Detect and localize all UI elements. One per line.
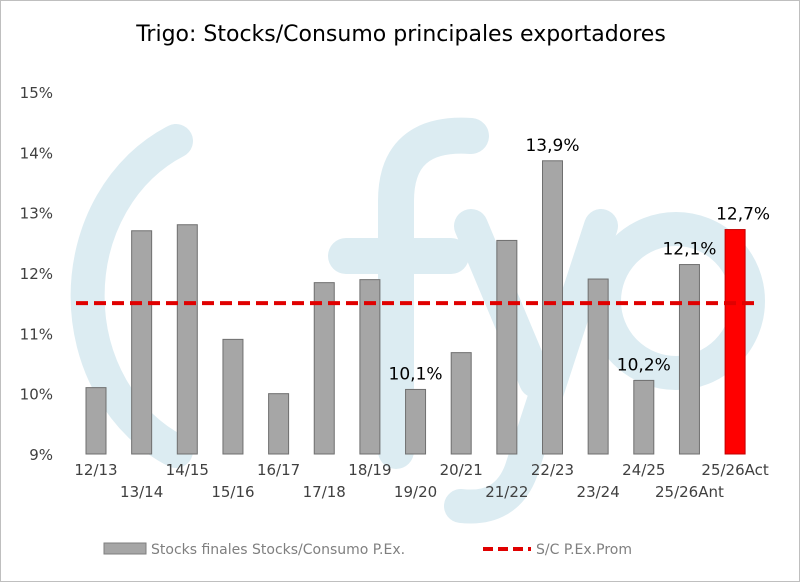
bar-25/26Ant	[678, 264, 700, 455]
x-tick-label: 24/25	[622, 461, 665, 479]
y-tick-label: 9%	[29, 446, 53, 464]
x-tick-label: 23/24	[577, 483, 620, 501]
bar-16/17	[268, 393, 290, 455]
legend-line-label: S/C P.Ex.Prom	[536, 542, 632, 558]
data-label: 10,2%	[617, 355, 671, 375]
y-tick-label: 15%	[20, 84, 53, 102]
bars	[85, 160, 746, 455]
y-tick-label: 13%	[20, 205, 53, 223]
x-tick-label: 22/23	[531, 461, 574, 479]
y-tick-label: 10%	[20, 386, 53, 404]
data-label: 10,1%	[389, 364, 443, 384]
x-tick-label: 14/15	[166, 461, 209, 479]
y-tick-label: 12%	[20, 265, 53, 283]
bar-14/15	[176, 224, 198, 455]
y-tick-label: 11%	[20, 325, 53, 343]
y-tick-label: 14%	[20, 144, 53, 162]
y-axis: 9% 10% 11% 12% 13% 14% 15%	[20, 84, 53, 464]
bar-12/13	[85, 387, 107, 455]
bar-19/20	[405, 388, 427, 455]
x-tick-label: 25/26Act	[701, 461, 768, 479]
x-tick-label: 25/26Ant	[655, 483, 724, 501]
x-axis: 12/1313/1414/1515/1616/1717/1818/1919/20…	[74, 461, 769, 501]
legend: Stocks finales Stocks/Consumo P.Ex. S/C …	[103, 542, 632, 558]
bar-15/16	[222, 338, 244, 455]
data-label: 12,7%	[716, 205, 770, 225]
legend-bar-swatch	[103, 542, 147, 555]
x-tick-label: 18/19	[348, 461, 391, 479]
x-tick-label: 13/14	[120, 483, 163, 501]
legend-bar-label: Stocks finales Stocks/Consumo P.Ex.	[151, 542, 405, 558]
x-tick-label: 15/16	[211, 483, 254, 501]
bar-22/23	[542, 160, 563, 455]
bar-24/25	[633, 379, 655, 455]
x-tick-label: 12/13	[74, 461, 117, 479]
bar-21/22	[496, 239, 518, 455]
bar-20/21	[450, 352, 472, 455]
x-tick-label: 19/20	[394, 483, 437, 501]
bar-23/24	[587, 278, 609, 455]
data-label: 13,9%	[525, 136, 579, 156]
x-tick-label: 20/21	[440, 461, 483, 479]
x-tick-label: 16/17	[257, 461, 300, 479]
data-labels: 10,1% 13,9% 10,2% 12,1%12,7%	[389, 136, 771, 385]
bar-25/26Act	[724, 229, 746, 455]
bar-17/18	[313, 282, 335, 455]
bar-18/19	[359, 279, 381, 455]
data-label: 12,1%	[662, 240, 716, 260]
chart-title: Trigo: Stocks/Consumo principales export…	[135, 22, 666, 47]
watermark-f-icon	[328, 117, 489, 469]
x-tick-label: 17/18	[303, 483, 346, 501]
x-tick-label: 21/22	[485, 483, 528, 501]
bar-13/14	[131, 230, 153, 455]
